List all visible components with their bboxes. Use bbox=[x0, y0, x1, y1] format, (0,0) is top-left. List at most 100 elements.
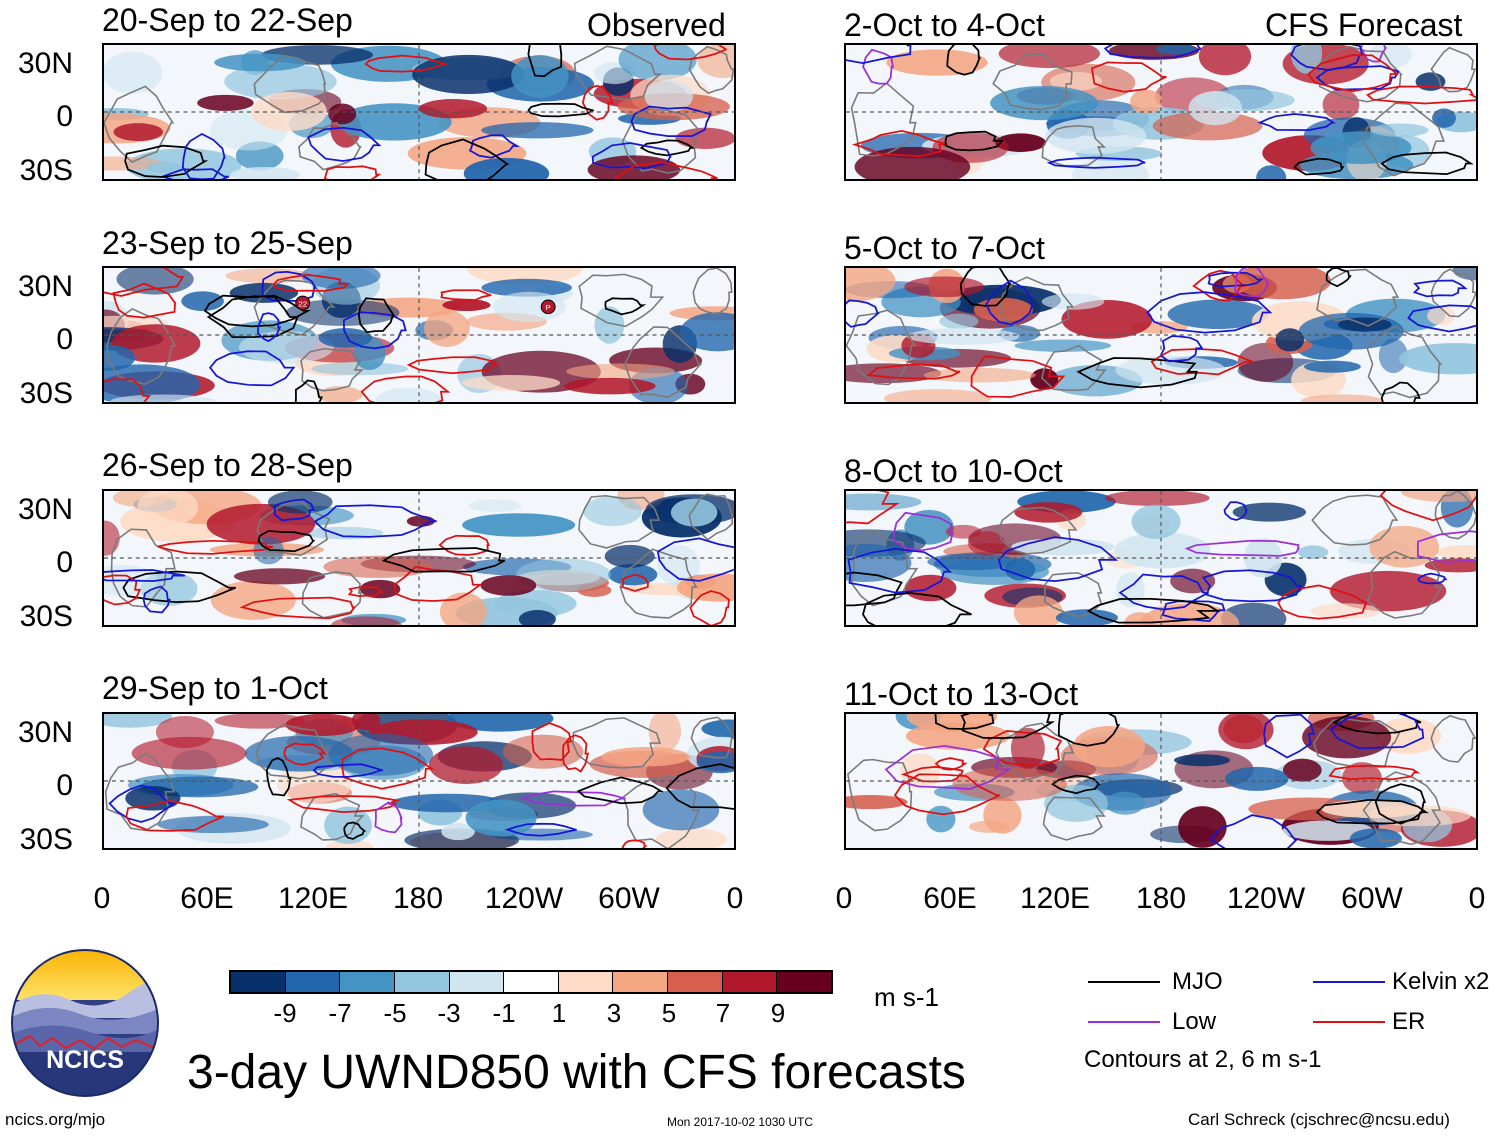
anomaly-shading bbox=[155, 716, 214, 749]
contour-line bbox=[614, 161, 718, 179]
contour-line bbox=[342, 311, 407, 350]
contour-line bbox=[527, 45, 563, 78]
contour-line bbox=[562, 734, 590, 773]
anomaly-shading bbox=[648, 714, 682, 752]
contour-line bbox=[286, 795, 401, 813]
anomaly-core bbox=[113, 123, 164, 142]
anomaly-shading bbox=[923, 367, 1036, 383]
colorbar-tick: -3 bbox=[437, 998, 461, 1028]
contour-line bbox=[1192, 269, 1247, 302]
coastline bbox=[578, 273, 665, 328]
contour-line bbox=[982, 730, 1063, 767]
legend-label-mjo: MJO bbox=[1172, 968, 1223, 995]
contour-line bbox=[1412, 279, 1468, 298]
contour-line bbox=[665, 763, 734, 810]
contour-line bbox=[157, 539, 274, 555]
colorbar-tick: -7 bbox=[328, 998, 352, 1028]
lat-label-eq: 0 bbox=[56, 546, 73, 579]
panel-title-fc-1: 2-Oct to 4-Oct bbox=[844, 7, 1045, 43]
contour-line bbox=[1046, 156, 1146, 169]
map-panel-obs-2: 22 P bbox=[102, 266, 736, 404]
anomaly-shading bbox=[973, 297, 1033, 322]
colorbar-swatch bbox=[557, 972, 613, 992]
coastline bbox=[300, 793, 365, 841]
contour-line bbox=[581, 84, 614, 121]
anomaly-core bbox=[1256, 165, 1287, 179]
coastline bbox=[1042, 796, 1106, 841]
lat-label-eq: 0 bbox=[56, 323, 73, 356]
anomaly-shading bbox=[846, 543, 912, 582]
contour-line bbox=[1103, 45, 1202, 59]
anomaly-shading bbox=[244, 735, 354, 772]
contour-line bbox=[604, 297, 647, 316]
legend-label-kelvin: Kelvin x2 bbox=[1392, 968, 1490, 995]
anomaly-shading bbox=[642, 789, 720, 831]
contour-line bbox=[621, 839, 648, 848]
main-title: 3-day UWND850 with CFS forecasts bbox=[187, 1046, 966, 1099]
anomaly-shading bbox=[110, 394, 216, 402]
anomaly-shading bbox=[1435, 544, 1476, 560]
anomaly-shading bbox=[214, 53, 306, 72]
contour-line bbox=[239, 596, 356, 620]
anomaly-shading bbox=[1114, 532, 1211, 569]
storm-marker bbox=[540, 299, 556, 315]
contour-line bbox=[294, 379, 323, 402]
coastline bbox=[847, 758, 913, 832]
coastline bbox=[1361, 102, 1445, 177]
contour-line bbox=[1290, 45, 1364, 71]
anomaly-shading bbox=[655, 828, 728, 848]
anomaly-core bbox=[104, 344, 136, 371]
anomaly-shading bbox=[428, 746, 503, 785]
contour-line bbox=[312, 763, 384, 778]
contour-line bbox=[1161, 600, 1226, 623]
anomaly-shading bbox=[104, 520, 120, 556]
anomaly-shading bbox=[883, 389, 992, 402]
contour-line bbox=[1118, 573, 1209, 611]
contour-line bbox=[970, 355, 1066, 398]
anomaly-shading bbox=[564, 377, 656, 395]
ncics-logo: NCICS bbox=[10, 948, 160, 1098]
contour-line bbox=[273, 498, 316, 522]
anomaly-shading bbox=[846, 794, 908, 810]
contour-line bbox=[1360, 45, 1388, 63]
coastline bbox=[106, 307, 177, 386]
anomaly-shading bbox=[1105, 791, 1146, 815]
anomaly-core bbox=[904, 574, 957, 602]
anomaly-shading bbox=[439, 592, 487, 625]
contour-line bbox=[438, 534, 490, 556]
anomaly-shading bbox=[604, 544, 655, 568]
coastline bbox=[573, 45, 663, 101]
anomaly-shading bbox=[137, 491, 199, 527]
anomaly-shading bbox=[1310, 603, 1382, 619]
contour-line bbox=[1315, 799, 1429, 825]
contour-line bbox=[360, 375, 451, 402]
legend-note: Contours at 2, 6 m s-1 bbox=[1084, 1046, 1322, 1073]
anomaly-core bbox=[1282, 758, 1322, 782]
anomaly-shading bbox=[1061, 300, 1153, 339]
lat-label-30s: 30S bbox=[19, 154, 73, 187]
contour-line bbox=[946, 45, 981, 76]
lon-label: 0 bbox=[726, 882, 744, 915]
contour-line bbox=[1051, 774, 1101, 795]
coastline bbox=[1311, 494, 1399, 546]
anomaly-shading bbox=[1310, 131, 1412, 164]
contour-line bbox=[884, 744, 1013, 790]
anomaly-core bbox=[1303, 360, 1361, 373]
contour-line bbox=[1380, 381, 1421, 402]
contour-line bbox=[1209, 814, 1299, 848]
anomaly-shading bbox=[945, 524, 982, 539]
observed-label: Observed bbox=[587, 7, 726, 43]
anomaly-core bbox=[1014, 502, 1083, 523]
coastline bbox=[104, 752, 176, 832]
footer-author: Carl Schreck (cjschrec@ncsu.edu) bbox=[1188, 1110, 1450, 1129]
anomaly-core bbox=[181, 291, 224, 312]
anomaly-shading bbox=[1130, 89, 1163, 114]
coastline bbox=[1316, 268, 1399, 327]
anomaly-shading bbox=[926, 805, 956, 833]
anomaly-shading bbox=[618, 45, 697, 81]
contour-line bbox=[985, 279, 1035, 326]
lon-label: 60W bbox=[598, 882, 660, 915]
contour-line bbox=[1328, 764, 1421, 781]
coastline bbox=[572, 717, 662, 769]
anomaly-shading bbox=[412, 54, 525, 94]
